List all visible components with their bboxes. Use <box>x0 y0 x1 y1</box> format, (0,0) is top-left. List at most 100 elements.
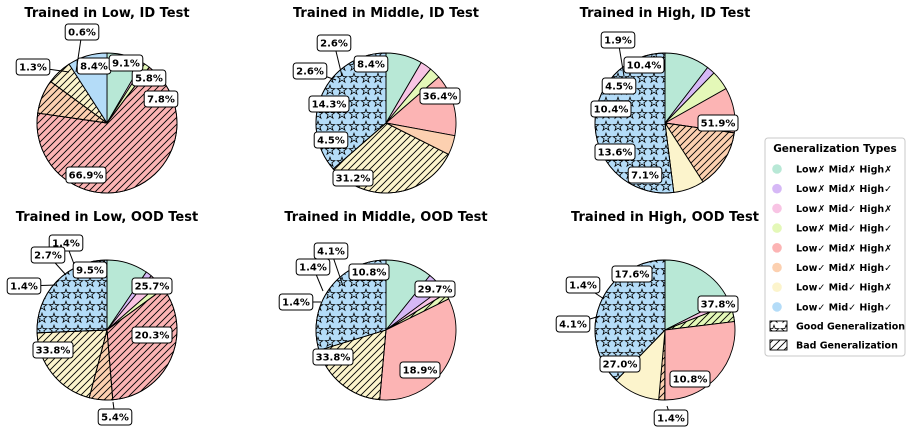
data-label-box <box>316 34 352 52</box>
legend-label: Low✓ Mid✓ High✗ <box>796 283 892 294</box>
data-label-box <box>600 31 636 49</box>
legend-label: Low✓ Mid✗ High✗ <box>796 243 892 254</box>
data-label-box <box>611 265 653 283</box>
data-label: 27.0% <box>603 360 638 371</box>
data-label-box <box>599 355 641 373</box>
data-label-box <box>131 326 173 344</box>
legend-item: Low✗ Mid✗ High✗ <box>772 164 892 176</box>
data-label: 1.3% <box>19 63 47 74</box>
legend-marker <box>772 262 782 273</box>
legend-item: Low✓ Mid✗ High✗ <box>772 243 892 254</box>
data-label: 33.8% <box>36 346 71 357</box>
chart-title: Trained in Middle, OOD Test <box>284 210 487 225</box>
data-label: 1.4% <box>299 263 327 274</box>
data-label-box <box>565 276 601 294</box>
data-label-box <box>64 23 100 41</box>
data-label-box <box>30 246 66 264</box>
data-label-box <box>353 55 389 73</box>
data-label-box <box>312 348 354 366</box>
data-label: 5.8% <box>135 74 163 85</box>
data-label: 8.4% <box>357 60 385 71</box>
data-label: 4.1% <box>559 320 587 331</box>
data-label: 4.1% <box>317 247 345 258</box>
data-label-box <box>15 58 51 76</box>
data-label: 51.9% <box>701 119 736 130</box>
data-label-box <box>308 95 350 113</box>
legend-marker <box>772 164 782 174</box>
data-label-box <box>414 280 456 298</box>
data-label: 0.6% <box>68 28 96 39</box>
legend-marker <box>772 183 782 194</box>
hatch-overlay <box>664 122 735 183</box>
data-label: 10.8% <box>673 375 708 386</box>
data-label-box <box>627 166 663 184</box>
data-label: 2.7% <box>34 251 62 262</box>
data-label: 4.5% <box>317 136 345 147</box>
data-label-box <box>108 54 144 72</box>
data-label: 2.6% <box>320 39 348 50</box>
data-label-box <box>555 315 591 333</box>
data-label-box <box>399 361 441 379</box>
data-label-box <box>590 100 632 118</box>
pie-labels: 10.4% 1.9% 4.5% 10.4% 13.6% 7.1% 51.9% <box>590 31 739 184</box>
data-label: 10.4% <box>627 61 662 72</box>
pie-panel-middle-ood: Trained in Middle, OOD Test 10.8% 4.1% 1.4… <box>278 210 488 401</box>
data-label: 13.6% <box>598 148 633 159</box>
legend-item: Low✗ Mid✗ High✓ <box>772 183 892 195</box>
data-label: 9.1% <box>112 59 140 70</box>
data-label: 1.9% <box>604 36 632 47</box>
legend-label: Low✗ Mid✗ High✓ <box>796 184 892 195</box>
star-swatch <box>769 320 788 332</box>
legend-marker <box>772 223 782 233</box>
data-label: 37.8% <box>701 300 736 311</box>
hatch-overlay <box>106 288 178 401</box>
legend-label: Bad Generalization <box>796 341 898 352</box>
legend-marker <box>772 302 782 312</box>
legend-label: Good Generalization <box>796 322 905 333</box>
data-label-box <box>348 263 390 281</box>
data-label: 36.4% <box>423 92 458 103</box>
data-label: 66.9% <box>69 171 104 182</box>
data-label-box <box>653 409 689 427</box>
legend-pattern-item: Good Generalization <box>769 320 905 333</box>
star-overlay <box>315 259 387 351</box>
data-label-box <box>97 408 133 426</box>
legend-marker <box>772 203 782 214</box>
legend-items: Low✗ Mid✗ High✗ Low✗ Mid✗ High✓ Low✗ Mid✓ … <box>769 164 905 352</box>
data-label: 5.4% <box>101 413 129 424</box>
chart-title: Trained in Middle, ID Test <box>293 6 479 21</box>
data-label: 8.4% <box>80 62 108 73</box>
data-label-box <box>623 56 665 74</box>
data-label-box <box>131 69 167 87</box>
data-label: 14.3% <box>312 100 347 111</box>
pie-slices <box>315 259 457 401</box>
legend-label: Low✓ Mid✓ High✓ <box>796 302 892 313</box>
data-label-box <box>419 87 461 105</box>
chart-title: Trained in High, OOD Test <box>571 210 759 225</box>
data-label: 17.6% <box>615 270 650 281</box>
chart-title: Trained in High, ID Test <box>580 6 751 21</box>
pie-panel-middle-id: Trained in Middle, ID Test 8.4% 2.6% 2.6% 1… <box>292 6 479 194</box>
legend-title: Generalization Types <box>773 143 897 155</box>
pie-slices <box>36 52 178 194</box>
data-label-box <box>32 341 74 359</box>
pie-slice <box>664 321 736 401</box>
data-label: 1.4% <box>569 281 597 292</box>
data-label-box <box>143 90 179 108</box>
pie-labels: 8.4% 0.6% 1.3% 66.9% 7.8% 5.8% 9.1% <box>15 23 179 184</box>
data-label: 10.4% <box>594 105 629 116</box>
pie-labels: 8.4% 2.6% 2.6% 14.3% 4.5% 31.2% 36.4% <box>292 34 461 187</box>
data-label-box <box>594 143 636 161</box>
data-label-box <box>669 370 711 388</box>
data-label: 1.4% <box>282 298 310 309</box>
pie-labels: 10.8% 4.1% 1.4% 1.4% 33.8% 18.9% 29.7% <box>278 242 456 379</box>
legend-marker <box>772 243 782 253</box>
data-label: 20.3% <box>135 331 170 342</box>
hatch-swatch <box>769 339 788 351</box>
legend-label: Low✗ Mid✗ High✗ <box>796 165 892 176</box>
data-label-box <box>278 293 314 311</box>
pie-panel-low-id: Trained in Low, ID Test 8.4% 0.6% 1.3% 66.9… <box>15 6 190 194</box>
pie-panel-high-ood: Trained in High, OOD Test 17.6% 1.4% 4.1% 2… <box>555 210 759 427</box>
chart-title: Trained in Low, ID Test <box>24 6 189 21</box>
legend-label: Low✗ Mid✓ High✗ <box>796 204 892 215</box>
